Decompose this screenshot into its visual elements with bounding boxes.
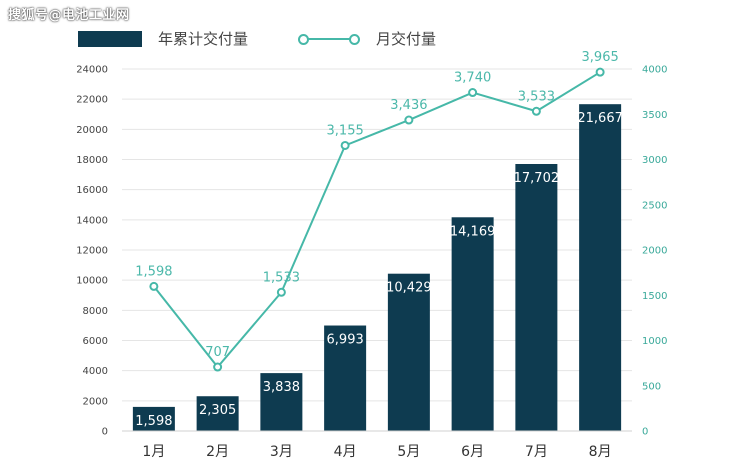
y-left-tick-label: 2000: [83, 396, 108, 407]
x-tick-label: 1月: [142, 444, 165, 460]
bar-data-label: 1,598: [135, 414, 172, 429]
y-right-tick-label: 2000: [642, 246, 667, 257]
y-right-tick-label: 2500: [642, 200, 667, 211]
line-data-label: 3,965: [582, 50, 619, 65]
x-tick-label: 5月: [397, 444, 420, 460]
line-data-label: 3,533: [518, 89, 555, 104]
bar-data-label: 14,169: [450, 224, 496, 239]
x-tick-label: 2月: [206, 444, 229, 460]
y-right-tick-label: 3000: [642, 155, 667, 166]
y-left-tick-label: 0: [102, 427, 108, 438]
bar-data-label: 21,667: [577, 111, 623, 126]
y-left-tick-label: 6000: [83, 336, 108, 347]
x-tick-label: 4月: [334, 444, 357, 460]
legend-item-bar: 年累计交付量: [78, 28, 248, 49]
line-point: [404, 115, 414, 125]
x-tick-label: 8月: [589, 444, 612, 460]
y-left-tick-label: 24000: [76, 65, 108, 76]
line-series: [153, 71, 601, 369]
legend-item-line: 月交付量: [298, 28, 436, 49]
x-tick-label: 3月: [270, 444, 293, 460]
y-left-tick-label: 12000: [76, 246, 108, 257]
line-data-label: 1,598: [135, 264, 172, 279]
y-left-tick-label: 20000: [76, 125, 108, 136]
y-right-tick-label: 500: [642, 381, 661, 392]
y-right-tick-label: 1000: [642, 336, 667, 347]
bar: [387, 273, 430, 431]
x-tick-label: 7月: [525, 444, 548, 460]
line-data-label: 707: [205, 345, 230, 360]
bar-data-label: 10,429: [386, 281, 432, 296]
bar: [196, 396, 239, 431]
line-point: [468, 88, 478, 98]
bar-data-label: 6,993: [327, 333, 364, 348]
y-right-tick-label: 0: [642, 427, 648, 438]
y-left-tick-label: 10000: [76, 276, 108, 287]
y-left-tick-label: 14000: [76, 215, 108, 226]
legend-bar-swatch: [78, 30, 142, 47]
line-point: [149, 281, 159, 291]
line-data-label: 3,155: [327, 123, 364, 138]
bar: [260, 373, 303, 431]
bar: [132, 406, 175, 431]
bar: [324, 325, 367, 431]
legend-bar-label: 年累计交付量: [158, 30, 249, 48]
line-point: [531, 106, 541, 116]
legend-line-label: 月交付量: [376, 30, 437, 48]
y-left-tick-label: 22000: [76, 95, 108, 106]
bar-data-label: 2,305: [199, 403, 236, 418]
line-point: [276, 287, 286, 297]
line-data-label: 3,740: [454, 71, 491, 86]
bar-data-label: 3,838: [263, 380, 300, 395]
watermark: 搜狐号@电池工业网: [8, 8, 130, 23]
bar-data-label: 17,702: [514, 171, 560, 186]
bar: [515, 163, 558, 432]
line-data-label: 3,436: [390, 98, 427, 113]
line-point: [340, 140, 350, 150]
y-left-tick-label: 8000: [83, 306, 108, 317]
y-right-tick-label: 3500: [642, 110, 667, 121]
line-point: [595, 67, 605, 77]
bar: [579, 104, 622, 431]
y-left-tick-label: 16000: [76, 185, 108, 196]
line-data-label: 1,533: [263, 270, 300, 285]
x-tick-label: 6月: [461, 444, 484, 460]
y-right-tick-label: 4000: [642, 65, 667, 76]
y-right-tick-label: 1500: [642, 291, 667, 302]
y-left-tick-label: 18000: [76, 155, 108, 166]
legend-line-swatch: [298, 31, 360, 47]
bar: [451, 217, 494, 431]
line-point: [213, 362, 223, 372]
y-left-tick-label: 4000: [83, 366, 108, 377]
